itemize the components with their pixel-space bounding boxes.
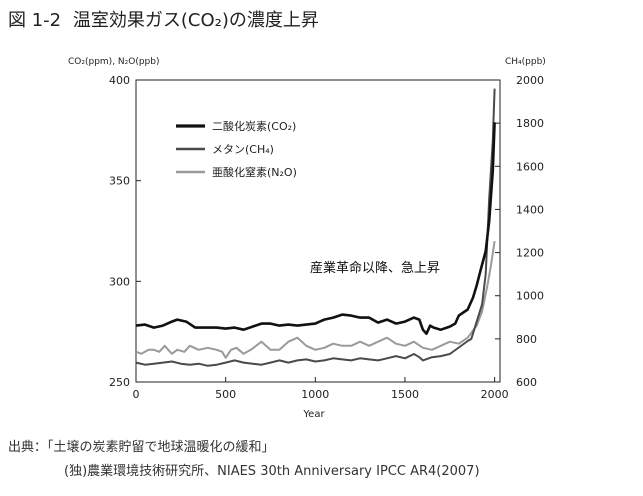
legend-label-0: 二酸化炭素(CO₂)	[212, 119, 296, 133]
left-y-tick-label: 400	[109, 74, 130, 87]
x-tick-label: 1500	[391, 388, 419, 401]
series-line-2	[135, 240, 496, 359]
left-y-tick-label: 250	[109, 376, 130, 389]
source-note: 出典：「土壌の炭素貯留で地球温暖化の緩和」 (独)農業環境技術研究所、NIAES…	[8, 436, 480, 484]
right-y-tick-label: 1200	[516, 247, 544, 260]
plot-area-border	[135, 79, 501, 383]
left-axis-label: CO₂(ppm), N₂O(ppb)	[68, 57, 160, 67]
figure-number: 図 1-2	[8, 10, 62, 31]
x-axis-label: Year	[302, 409, 325, 420]
figure-title: 図 1-2 温室効果ガス(CO₂)の濃度上昇	[8, 6, 319, 32]
series-line-0	[135, 122, 496, 335]
annotation-text: 産業革命以降、急上昇	[310, 260, 440, 276]
chart: CO₂(ppm), N₂O(ppb) CH₄(ppb) Year 産業革命以降、…	[68, 57, 546, 420]
right-y-tick-label: 800	[516, 333, 537, 346]
right-y-tick-label: 1600	[516, 160, 544, 173]
left-y-tick-label: 300	[109, 275, 130, 288]
right-y-tick-label: 1800	[516, 117, 544, 130]
x-tick-label: 500	[215, 388, 236, 401]
series-line-1	[135, 88, 496, 367]
x-tick-label: 1000	[301, 388, 329, 401]
right-axis-label: CH₄(ppb)	[505, 57, 546, 67]
x-tick-label: 0	[133, 388, 140, 401]
figure-title-text: 温室効果ガス(CO₂)の濃度上昇	[72, 10, 319, 31]
legend-label-2: 亜酸化窒素(N₂O)	[212, 165, 297, 179]
source-line-1: 出典：「土壌の炭素貯留で地球温暖化の緩和」	[8, 440, 275, 455]
right-y-tick-label: 2000	[516, 74, 544, 87]
legend-label-1: メタン(CH₄)	[212, 143, 274, 156]
left-y-tick-label: 350	[109, 175, 130, 188]
source-line-2: (独)農業環境技術研究所、NIAES 30th Anniversary IPCC…	[64, 464, 480, 479]
right-y-tick-label: 600	[516, 376, 537, 389]
right-y-tick-label: 1000	[516, 290, 544, 303]
x-tick-label: 2000	[481, 388, 509, 401]
right-y-tick-label: 1400	[516, 203, 544, 216]
